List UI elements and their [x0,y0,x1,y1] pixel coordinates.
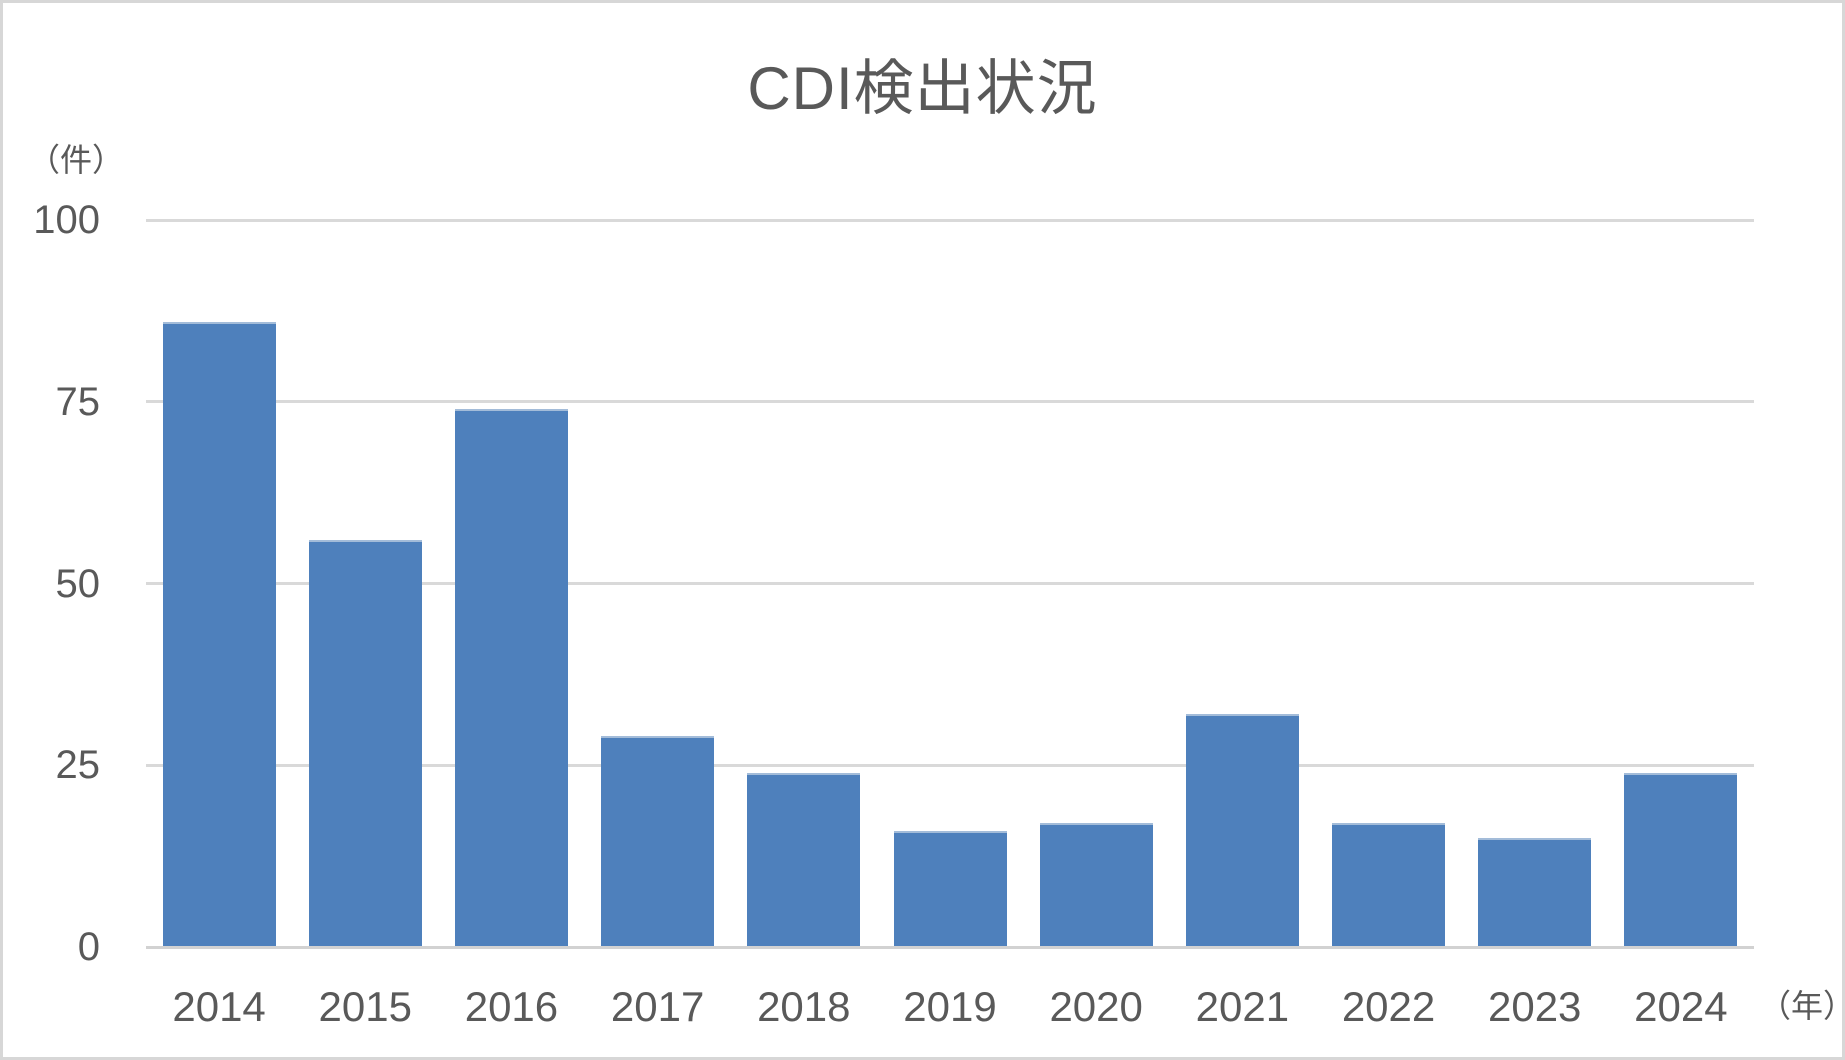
bar-2023 [1478,837,1592,947]
chart-title: CDI検出状況 [747,55,1098,122]
gridline [146,218,1754,222]
gridline [146,763,1754,767]
x-tick-label: 2018 [757,983,851,1030]
y-axis-unit-label: （件） [27,142,124,178]
y-tick-label: 25 [55,743,101,788]
gridline [146,582,1754,585]
x-tick-label: 2024 [1634,983,1728,1030]
x-axis: 2014 2015 2016 2017 2018 2019 2020 2021 2022 2023… [146,981,1754,1033]
gridline [146,400,1754,404]
bar-2022 [1332,823,1446,947]
x-tick-label: 2016 [464,983,559,1030]
plot-area [146,218,1754,949]
bar-2020 [1039,823,1153,947]
y-tick-label: 50 [55,561,101,606]
x-axis-unit-label: （年） [1759,988,1842,1024]
bar-2016 [454,409,568,947]
x-tick-label: 2021 [1195,983,1290,1030]
bar-2014 [162,321,276,947]
y-tick-label: 75 [55,379,101,424]
x-tick-label: 2015 [318,983,412,1030]
x-tick-label: 2019 [903,983,997,1030]
bar-2018 [747,772,861,947]
bar-2015 [308,539,422,947]
x-tick-label: 2023 [1487,983,1582,1030]
x-tick-label: 2020 [1049,983,1143,1030]
x-tick-label: 2014 [172,983,266,1030]
y-tick-label: 100 [33,198,100,242]
bar-2019 [893,830,1007,947]
x-tick-label: 2022 [1341,983,1436,1030]
y-axis: 0 25 50 75 100 [3,198,101,969]
x-tick-label: 2017 [610,983,705,1030]
bar-2017 [601,736,715,947]
bar-2024 [1624,772,1738,947]
x-axis-line [146,945,1754,949]
y-tick-label: 0 [77,925,100,969]
bar-2021 [1185,714,1299,947]
